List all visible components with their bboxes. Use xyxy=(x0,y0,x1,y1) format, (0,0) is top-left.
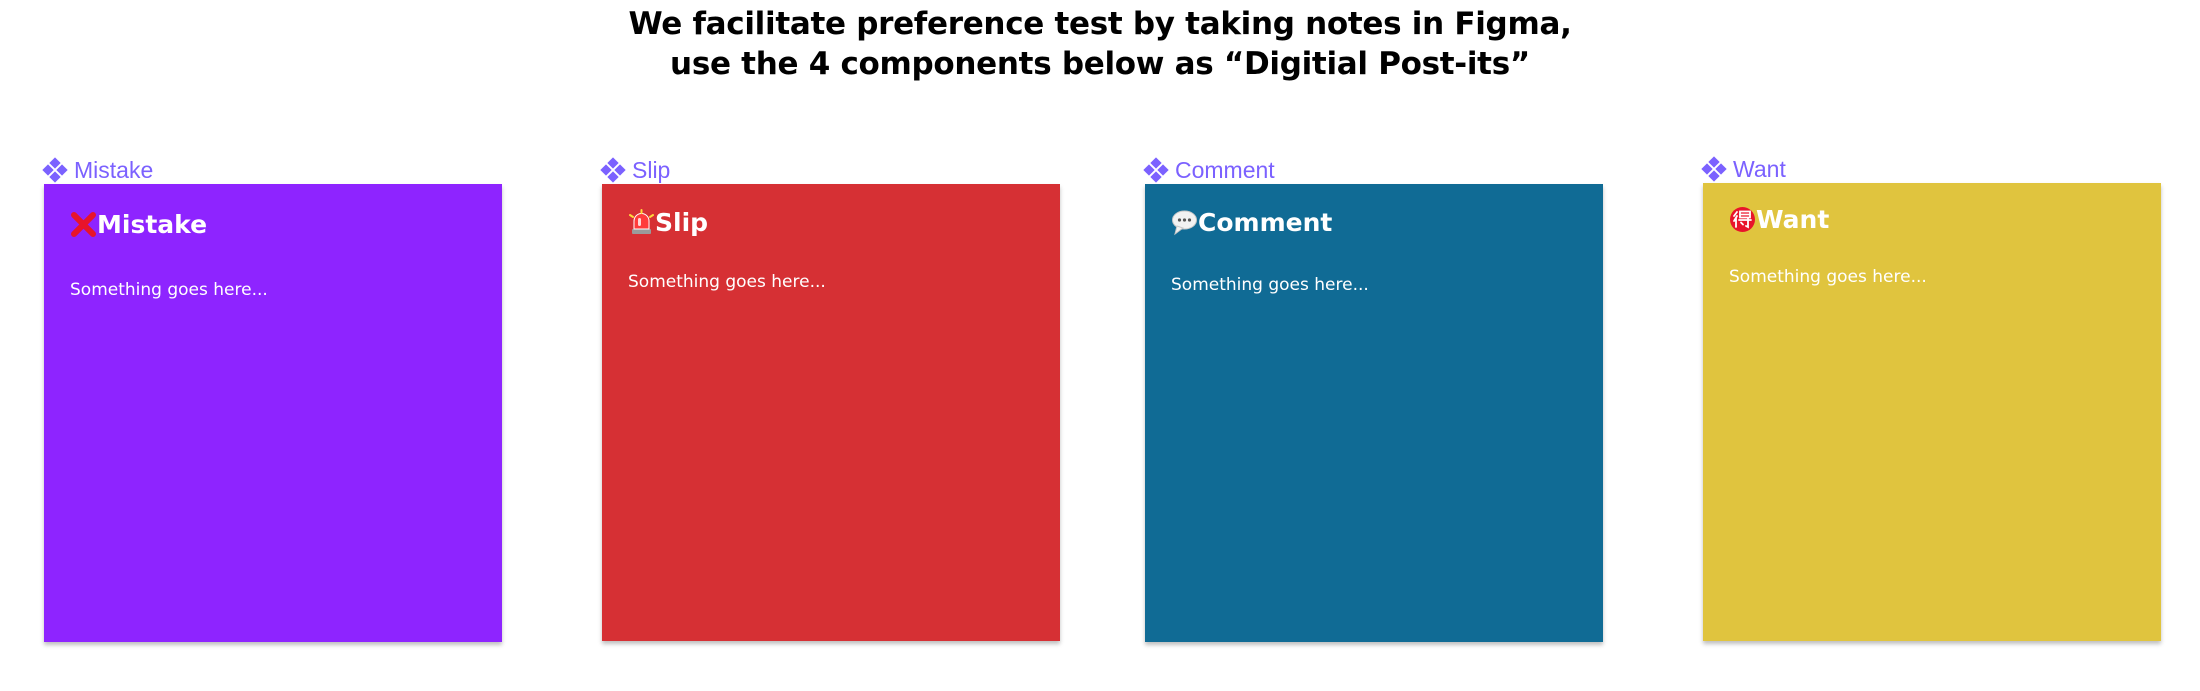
postit-comment[interactable]: Comment Something goes here... xyxy=(1145,184,1603,642)
rotating-light-icon xyxy=(629,209,654,234)
component-label-want[interactable]: Want xyxy=(1701,155,1786,182)
postit-want[interactable]: Want Something goes here... xyxy=(1703,183,2161,641)
postit-title: Want xyxy=(1729,205,1829,234)
bargain-ideograph-icon xyxy=(1730,207,1755,232)
postit-title: Slip xyxy=(628,208,708,237)
speech-balloon-icon xyxy=(1172,210,1197,236)
postit-body: Something goes here... xyxy=(628,272,826,292)
component-label-mistake[interactable]: Mistake xyxy=(42,156,154,183)
component-label-text: Slip xyxy=(632,156,671,183)
component-label-comment[interactable]: Comment xyxy=(1143,156,1275,183)
cross-mark-icon xyxy=(71,212,96,237)
headline-line-1: We facilitate preference test by taking … xyxy=(628,6,1572,42)
postit-title-text: Slip xyxy=(655,208,709,237)
component-icon xyxy=(42,157,68,183)
postit-mistake[interactable]: Mistake Something goes here... xyxy=(44,184,502,642)
postit-body: Something goes here... xyxy=(70,280,268,300)
component-icon xyxy=(600,157,626,183)
postit-title-text: Mistake xyxy=(97,210,208,239)
component-icon xyxy=(1143,157,1169,183)
page-headline: We facilitate preference test by taking … xyxy=(0,4,2200,84)
postit-body: Something goes here... xyxy=(1171,275,1369,295)
postit-title: Mistake xyxy=(70,210,207,239)
postit-title: Comment xyxy=(1171,208,1332,237)
component-label-text: Want xyxy=(1733,155,1786,182)
postit-title-text: Comment xyxy=(1198,208,1333,237)
headline-line-2: use the 4 components below as “Digitial … xyxy=(670,46,1530,82)
postit-title-text: Want xyxy=(1756,205,1830,234)
component-label-text: Comment xyxy=(1175,156,1275,183)
component-label-text: Mistake xyxy=(74,156,154,183)
component-icon xyxy=(1701,156,1727,182)
postit-slip[interactable]: Slip Something goes here... xyxy=(602,184,1060,641)
postit-body: Something goes here... xyxy=(1729,267,1927,287)
component-label-slip[interactable]: Slip xyxy=(600,156,671,183)
